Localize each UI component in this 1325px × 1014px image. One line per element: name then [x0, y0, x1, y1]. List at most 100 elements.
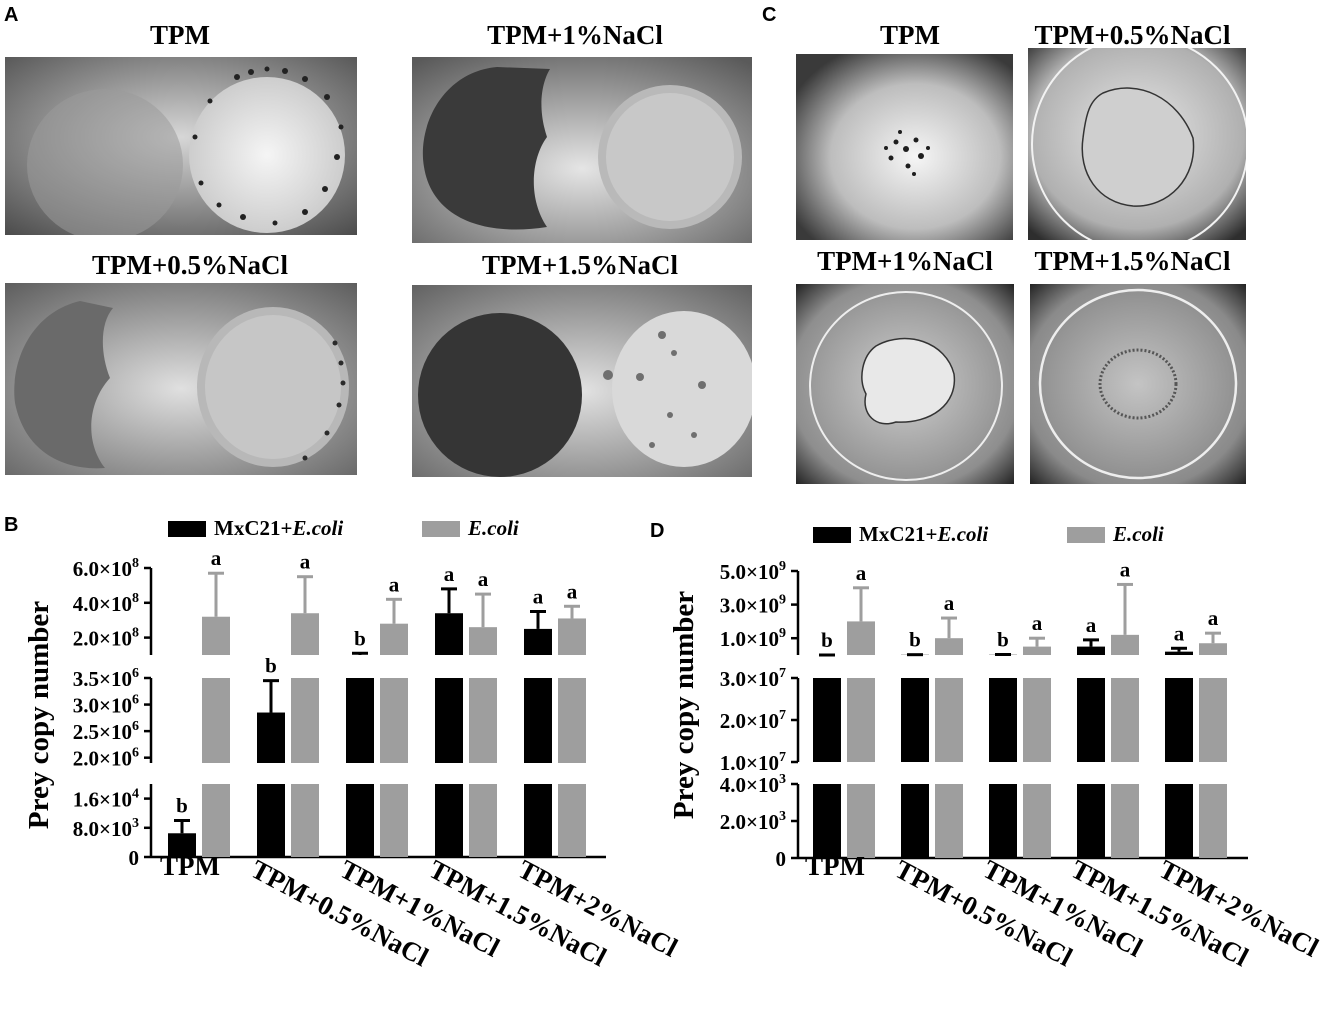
- chart-b-sig-letter: b: [265, 654, 277, 678]
- chart-b-legend-label: MxC21+E.coli: [214, 516, 343, 540]
- chart-d-bar-ecoli: [1199, 643, 1227, 655]
- chart-d-ylabel: Prey copy number: [668, 591, 700, 819]
- chart-b-bar-mxc21: [435, 678, 463, 763]
- chart-d-tick-label: 0: [776, 847, 787, 871]
- chart-d-bar-mxc21: [1077, 646, 1105, 655]
- chart-b-legend-label: E.coli: [467, 516, 519, 540]
- chart-b-bar-mxc21: [346, 678, 374, 763]
- chart-d-tick-label: 3.0×107: [720, 666, 786, 691]
- chart-d-sig-letter: b: [997, 627, 1009, 651]
- chart-b-bar-mxc21: [257, 784, 285, 857]
- chart-b-bar-ecoli: [469, 678, 497, 763]
- chart-d: Prey copy number MxC21+E.coli E.coli 0 2.0×…: [668, 522, 1324, 973]
- photo-title-a2: TPM+1%NaCl: [487, 20, 663, 50]
- plate-photo-a1: [5, 57, 357, 235]
- chart-d-sig-letter: a: [1208, 606, 1219, 630]
- chart-d-sig-letter: a: [944, 591, 955, 615]
- chart-b-sig-letter: b: [354, 626, 366, 650]
- chart-d-bar-mxc21: [1077, 784, 1105, 858]
- photo-title-a4: TPM+1.5%NaCl: [481, 250, 679, 280]
- chart-b-legend-swatch: [422, 521, 460, 537]
- chart-d-sig-letter: a: [856, 561, 867, 585]
- chart-b-bar-ecoli: [469, 784, 497, 857]
- chart-d-bar-ecoli: [1199, 678, 1227, 762]
- chart-d-sig-letter: b: [909, 628, 921, 652]
- chart-b-bar-ecoli: [291, 678, 319, 763]
- chart-d-bar-ecoli: [935, 784, 963, 858]
- chart-b-tick-label: 6.0×108: [73, 556, 139, 581]
- panel-letter-c: C: [762, 4, 777, 26]
- photo-title-c4: TPM+1.5%NaCl: [1034, 246, 1231, 276]
- chart-d-sig-letter: b: [821, 628, 833, 652]
- chart-d-tick-label: 2.0×107: [720, 708, 786, 733]
- chart-b-bar-ecoli: [558, 678, 586, 763]
- chart-b-category-label: TPM: [160, 851, 220, 881]
- chart-d-legend-label: E.coli: [1112, 522, 1164, 546]
- chart-d-tick-label: 5.0×109: [720, 559, 786, 584]
- chart-b-tick-label: 8.0×103: [73, 816, 139, 841]
- chart-d-bar-mxc21: [1165, 651, 1193, 655]
- chart-d-tick-label: 3.0×109: [720, 593, 786, 618]
- chart-d-bar-ecoli: [1111, 784, 1139, 858]
- chart-d-bar-mxc21: [989, 784, 1017, 858]
- chart-d-tick-label: 1.0×107: [720, 750, 786, 775]
- chart-d-bar-ecoli: [1023, 678, 1051, 762]
- chart-d-bar-ecoli: [1023, 646, 1051, 655]
- photo-title-c1: TPM: [880, 20, 940, 50]
- chart-d-bar-ecoli: [1199, 784, 1227, 858]
- chart-b-bar-mxc21: [346, 784, 374, 857]
- chart-d-bar-mxc21: [901, 784, 929, 858]
- chart-b-sig-letter: a: [444, 562, 455, 586]
- chart-b-bar-ecoli: [469, 627, 497, 655]
- chart-b-ylabel: Prey copy number: [23, 601, 55, 829]
- chart-d-bar-ecoli: [1111, 634, 1139, 655]
- chart-b-bar-mxc21: [524, 628, 552, 655]
- chart-b-tick-label: 3.0×106: [73, 693, 139, 718]
- chart-d-bar-ecoli: [847, 678, 875, 762]
- plate-photo-c2: [1028, 48, 1246, 240]
- chart-d-bar-ecoli: [847, 784, 875, 858]
- chart-d-legend-swatch: [813, 527, 851, 543]
- chart-d-bar-mxc21: [901, 678, 929, 762]
- chart-b-bar-ecoli: [380, 784, 408, 857]
- chart-b-tick-label: 4.0×108: [73, 591, 139, 616]
- chart-d-bar-ecoli: [847, 621, 875, 655]
- panel-letter-a: A: [4, 4, 19, 26]
- chart-b-bar-mxc21: [435, 784, 463, 857]
- chart-b-bar-mxc21: [168, 833, 196, 857]
- chart-b-sig-letter: a: [211, 546, 222, 570]
- chart-b-sig-letter: a: [478, 567, 489, 591]
- chart-b-bar-ecoli: [380, 623, 408, 655]
- chart-b-tick-label: 3.5×106: [73, 666, 139, 691]
- photo-title-a1: TPM: [150, 20, 210, 50]
- chart-d-bar-mxc21: [813, 678, 841, 762]
- photo-title-a3: TPM+0.5%NaCl: [91, 250, 289, 280]
- chart-b-sig-letter: b: [176, 794, 188, 818]
- chart-d-tick-label: 1.0×109: [720, 626, 786, 651]
- chart-d-bar-ecoli: [1111, 678, 1139, 762]
- chart-b-bar-ecoli: [291, 784, 319, 857]
- chart-b-tick-label: 1.6×104: [73, 787, 139, 812]
- chart-d-sig-letter: a: [1032, 611, 1043, 635]
- photo-title-c3: TPM+1%NaCl: [817, 246, 993, 276]
- chart-d-category-label: TPM: [805, 851, 865, 881]
- chart-d-bar-mxc21: [1077, 678, 1105, 762]
- chart-b-bar-ecoli: [558, 784, 586, 857]
- chart-b-sig-letter: a: [567, 579, 578, 603]
- chart-b-tick-label: 0: [129, 846, 140, 870]
- plate-photo-c4: [1030, 284, 1246, 484]
- plate-photo-a2: [412, 57, 752, 243]
- chart-d-sig-letter: a: [1086, 613, 1097, 637]
- chart-b-sig-letter: a: [389, 572, 400, 596]
- chart-b-sig-letter: a: [533, 585, 544, 609]
- chart-d-tick-label: 4.0×103: [720, 772, 786, 797]
- chart-b-bar-ecoli: [202, 678, 230, 763]
- chart-d-bar-ecoli: [935, 638, 963, 655]
- chart-d-bar-mxc21: [1165, 678, 1193, 762]
- chart-d-sig-letter: a: [1174, 621, 1185, 645]
- chart-d-legend-swatch: [1067, 527, 1105, 543]
- chart-d-tick-label: 2.0×103: [720, 809, 786, 834]
- plate-photo-c3: [796, 284, 1014, 484]
- chart-b-bar-ecoli: [558, 618, 586, 655]
